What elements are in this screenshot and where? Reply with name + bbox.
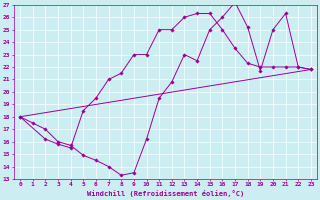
- X-axis label: Windchill (Refroidissement éolien,°C): Windchill (Refroidissement éolien,°C): [87, 190, 244, 197]
